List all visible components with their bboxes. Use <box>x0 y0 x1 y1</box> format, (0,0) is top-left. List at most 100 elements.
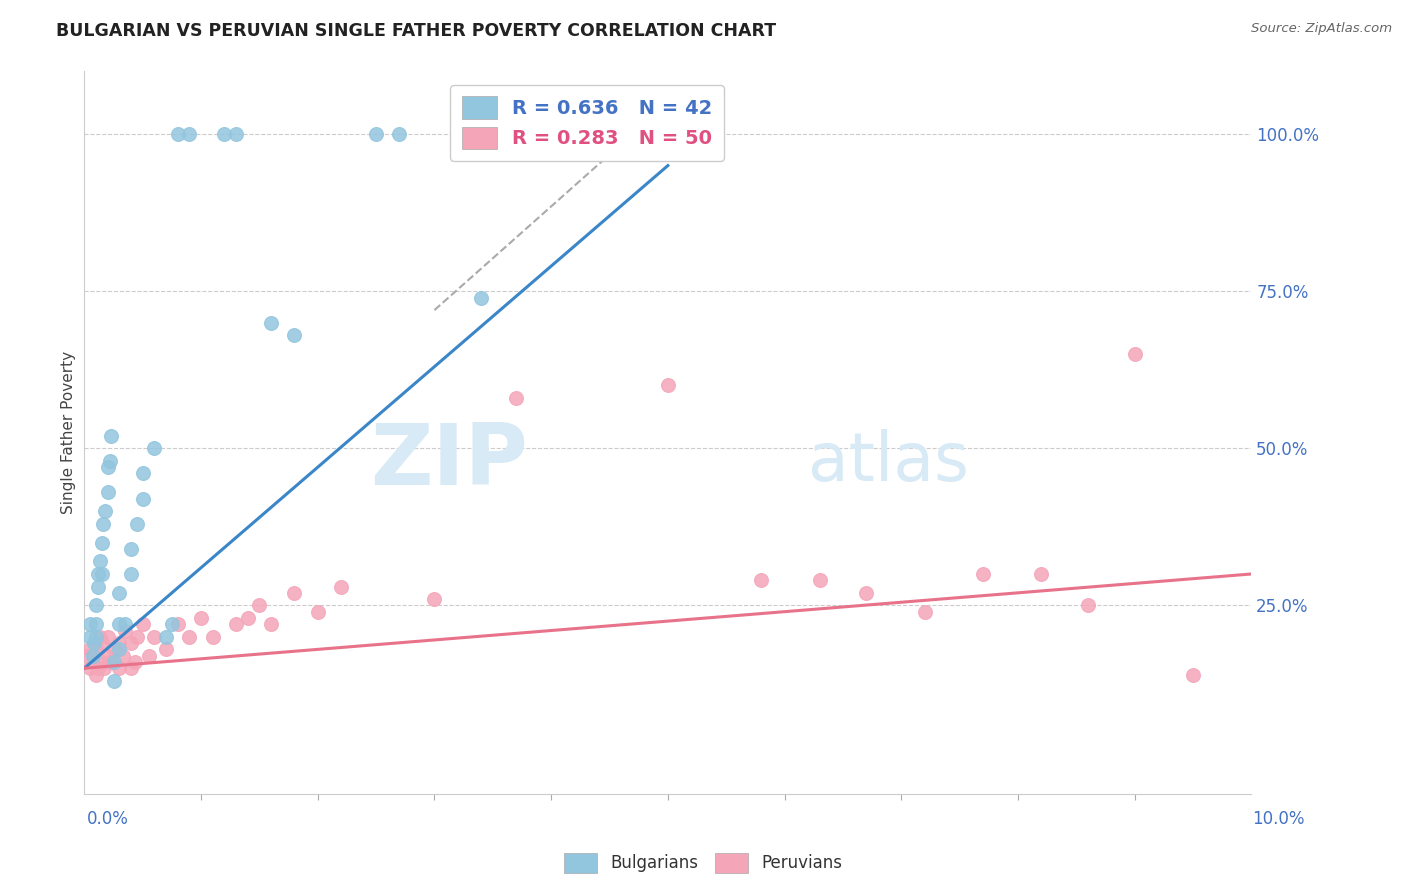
Legend: R = 0.636   N = 42, R = 0.283   N = 50: R = 0.636 N = 42, R = 0.283 N = 50 <box>450 85 724 161</box>
Point <box>89 630 111 644</box>
Point <box>214 127 236 141</box>
Point <box>283 328 305 343</box>
Point <box>190 611 212 625</box>
Point <box>84 599 107 613</box>
Point <box>564 127 586 141</box>
Point <box>260 617 283 632</box>
Point <box>114 617 136 632</box>
Point <box>111 648 134 663</box>
Point <box>808 574 831 588</box>
Point <box>120 661 142 675</box>
Y-axis label: Single Father Poverty: Single Father Poverty <box>60 351 76 514</box>
Point <box>247 599 270 613</box>
Point <box>97 648 120 663</box>
Point <box>657 378 679 392</box>
Point <box>124 655 146 669</box>
Point <box>155 630 177 644</box>
Point <box>79 617 101 632</box>
Point <box>97 630 120 644</box>
Point <box>103 655 125 669</box>
Point <box>84 617 107 632</box>
Point <box>83 636 105 650</box>
Point <box>120 541 142 556</box>
Point <box>505 391 527 405</box>
Point <box>138 648 160 663</box>
Point <box>470 291 492 305</box>
Point <box>307 605 329 619</box>
Point <box>94 504 117 518</box>
Point <box>1123 347 1146 361</box>
Point <box>1077 599 1099 613</box>
Point <box>125 630 148 644</box>
Text: ZIP: ZIP <box>370 420 527 503</box>
Point <box>179 630 201 644</box>
Point <box>79 661 101 675</box>
Point <box>98 655 121 669</box>
Point <box>132 617 155 632</box>
Point <box>87 566 110 581</box>
Point <box>97 460 120 475</box>
Text: 10.0%: 10.0% <box>1253 810 1305 828</box>
Text: 0.0%: 0.0% <box>87 810 129 828</box>
Point <box>108 661 131 675</box>
Point <box>84 630 107 644</box>
Point <box>423 592 446 607</box>
Point <box>97 485 120 500</box>
Point <box>98 454 121 468</box>
Point <box>1031 566 1053 581</box>
Point <box>87 580 110 594</box>
Point <box>855 586 877 600</box>
Point <box>79 630 101 644</box>
Point <box>90 535 112 549</box>
Point <box>155 642 177 657</box>
Point <box>84 667 107 681</box>
Point <box>108 642 131 657</box>
Point <box>160 617 183 632</box>
Point <box>225 617 247 632</box>
Point <box>132 467 155 481</box>
Point <box>749 574 772 588</box>
Point <box>84 642 107 657</box>
Point <box>179 127 201 141</box>
Point <box>87 661 110 675</box>
Point <box>100 429 122 443</box>
Point <box>1181 667 1204 681</box>
Point <box>91 516 114 531</box>
Point <box>201 630 224 644</box>
Point <box>388 127 411 141</box>
Point <box>82 648 104 663</box>
Point <box>114 624 136 638</box>
Point <box>103 673 125 688</box>
Point <box>108 636 131 650</box>
Text: BULGARIAN VS PERUVIAN SINGLE FATHER POVERTY CORRELATION CHART: BULGARIAN VS PERUVIAN SINGLE FATHER POVE… <box>56 22 776 40</box>
Point <box>82 648 104 663</box>
Text: Source: ZipAtlas.com: Source: ZipAtlas.com <box>1251 22 1392 36</box>
Point <box>236 611 259 625</box>
Point <box>330 580 353 594</box>
Point <box>90 655 112 669</box>
Point <box>103 642 125 657</box>
Point <box>972 566 994 581</box>
Point <box>166 617 188 632</box>
Point <box>120 636 142 650</box>
Point <box>108 586 131 600</box>
Point <box>225 127 247 141</box>
Point <box>90 566 112 581</box>
Point <box>108 617 131 632</box>
Point <box>79 642 101 657</box>
Point <box>143 442 166 456</box>
Point <box>283 586 305 600</box>
Point <box>914 605 936 619</box>
Text: atlas: atlas <box>808 428 969 494</box>
Legend: Bulgarians, Peruvians: Bulgarians, Peruvians <box>557 847 849 880</box>
Point <box>90 636 112 650</box>
Point <box>125 516 148 531</box>
Point <box>132 491 155 506</box>
Point <box>260 316 283 330</box>
Point <box>166 127 188 141</box>
Point <box>143 630 166 644</box>
Point <box>93 661 115 675</box>
Point <box>366 127 388 141</box>
Point <box>120 566 142 581</box>
Point <box>89 554 111 568</box>
